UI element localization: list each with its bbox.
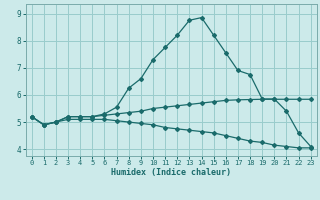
- X-axis label: Humidex (Indice chaleur): Humidex (Indice chaleur): [111, 168, 231, 177]
